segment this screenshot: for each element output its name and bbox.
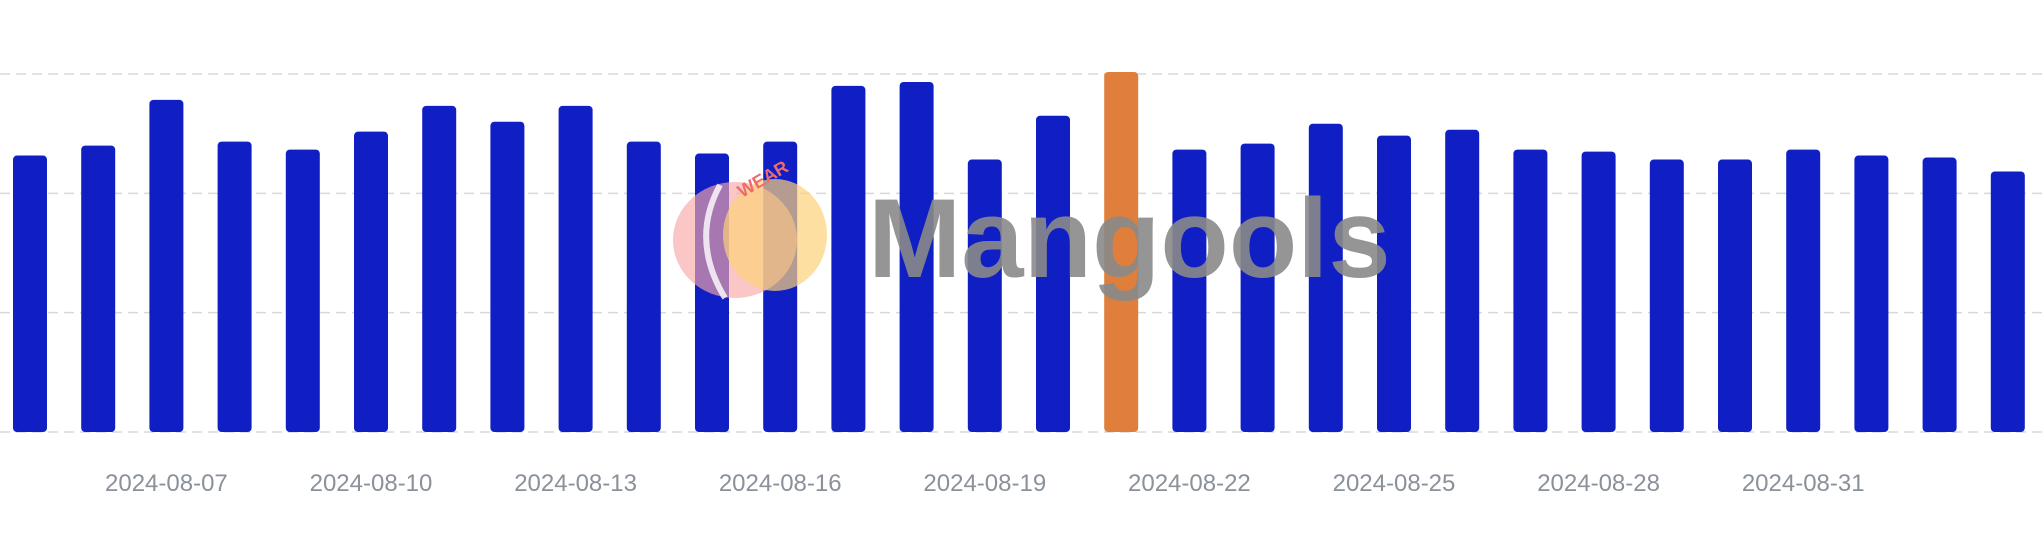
bar-2024-08-12[interactable] [490, 121, 525, 432]
bar-2024-08-11[interactable] [422, 105, 457, 433]
gridlines [0, 73, 2044, 433]
bar-2024-08-24[interactable] [1308, 123, 1343, 432]
x-tick-label: 2024-08-31 [1742, 470, 1865, 497]
x-tick-label: 2024-08-19 [923, 470, 1046, 497]
bar-2024-08-30[interactable] [1718, 159, 1752, 432]
bar-2024-08-22[interactable] [1172, 149, 1207, 433]
bar-2024-09-03[interactable] [1990, 171, 2025, 432]
bar-2024-08-27[interactable] [1513, 149, 1548, 433]
bar-2024-09-01[interactable] [1854, 155, 1889, 433]
watermark-text: Mangools [868, 176, 1391, 301]
x-tick-label: 2024-08-22 [1128, 470, 1251, 497]
bar-2024-08-10[interactable] [354, 131, 388, 432]
x-tick-label: 2024-08-16 [719, 470, 842, 497]
bar-2024-08-09[interactable] [285, 149, 320, 433]
bar-2024-08-14[interactable] [626, 141, 661, 432]
bar-2024-08-17[interactable] [831, 85, 866, 432]
bar-2024-08-06[interactable] [81, 145, 116, 432]
bars [13, 72, 2025, 433]
bar-2024-08-18[interactable] [899, 81, 934, 432]
bar-2024-08-28[interactable] [1581, 151, 1616, 433]
bar-2024-08-20[interactable] [1036, 115, 1070, 433]
bar-2024-08-13[interactable] [558, 105, 593, 433]
bar-2024-08-19[interactable] [967, 159, 1002, 432]
x-tick-label: 2024-08-10 [310, 470, 433, 497]
bar-2024-08-26[interactable] [1445, 129, 1480, 432]
bar-2024-08-25[interactable] [1377, 135, 1411, 432]
mangools-logo-icon [673, 179, 827, 300]
bar-2024-08-31[interactable] [1786, 149, 1821, 433]
x-tick-label: 2024-08-28 [1537, 470, 1660, 497]
x-axis-tick-labels: 2024-08-07 2024-08-10 2024-08-13 2024-08-16… [105, 470, 1865, 497]
watermark: WEAR Mangools [673, 157, 1391, 301]
x-tick-label: 2024-08-07 [105, 470, 228, 497]
bar-2024-09-02[interactable] [1922, 157, 1957, 433]
bar-2024-08-05[interactable] [13, 155, 47, 433]
bar-2024-08-23[interactable] [1240, 143, 1275, 432]
bar-2024-08-08[interactable] [217, 141, 252, 432]
bar-2024-08-21[interactable] [1104, 72, 1139, 432]
x-tick-label: 2024-08-13 [514, 470, 637, 497]
x-tick-label: 2024-08-25 [1333, 470, 1456, 497]
bar-2024-08-29[interactable] [1649, 159, 1684, 432]
bar-2024-08-07[interactable] [149, 99, 184, 432]
